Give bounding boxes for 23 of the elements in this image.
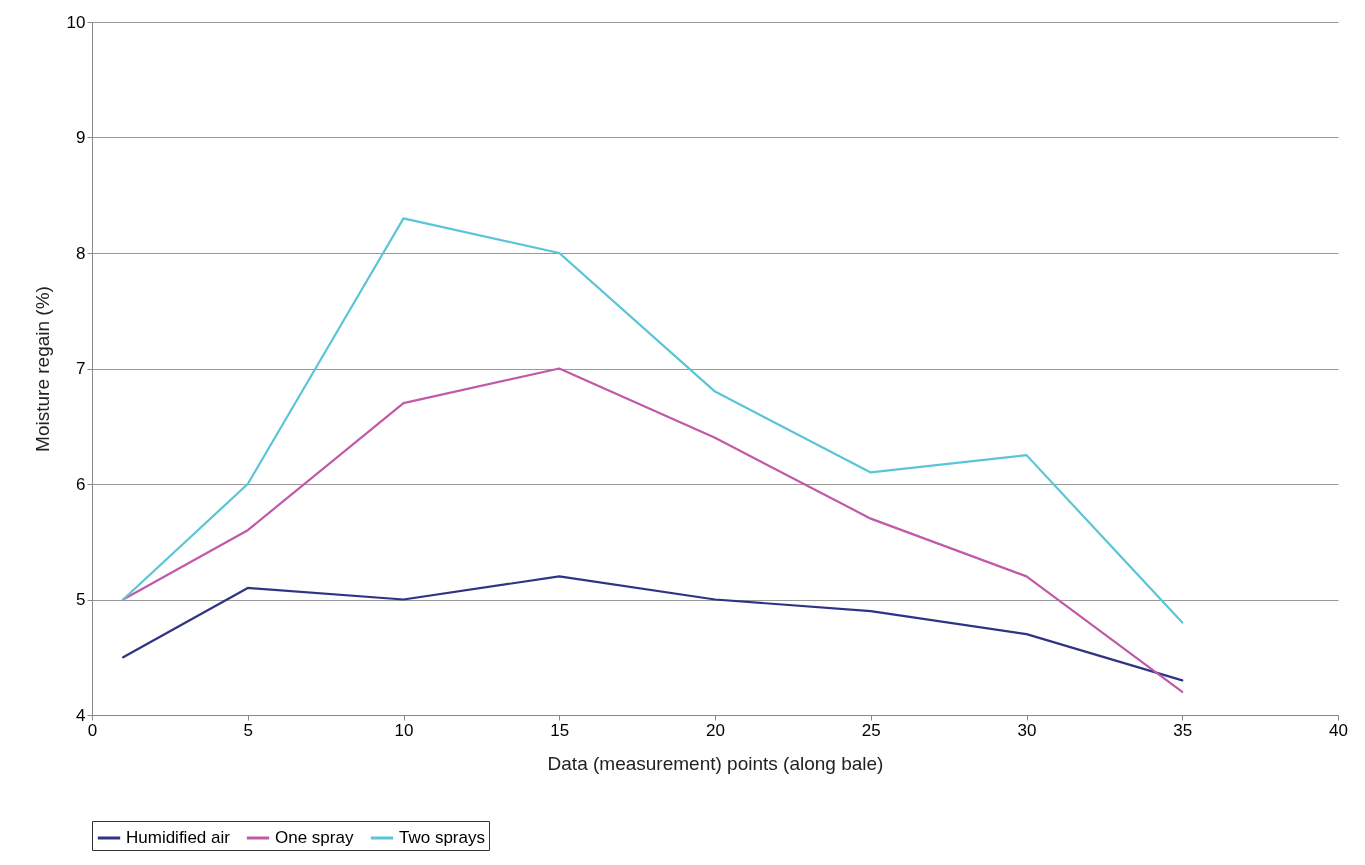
x-tick-label: 5 (243, 720, 253, 740)
y-tick-label: 6 (76, 474, 86, 494)
legend-label: One spray (275, 828, 354, 847)
legend-label: Humidified air (126, 828, 231, 847)
y-tick-label: 4 (76, 705, 86, 725)
y-axis-title: Moisture regain (%) (31, 286, 53, 452)
x-axis-title: Data (measurement) points (along bale) (547, 752, 884, 774)
x-tick-label: 20 (706, 720, 725, 740)
x-tick-label: 40 (1329, 720, 1348, 740)
legend-label: Two sprays (399, 828, 485, 847)
line-series (122, 217, 1184, 624)
y-tick-label: 9 (76, 128, 86, 147)
y-tick-label: 5 (76, 590, 86, 609)
x-tick-label: 10 (394, 720, 414, 740)
x-tick-label: 0 (87, 720, 98, 740)
line-series (122, 575, 1184, 682)
x-tick-label: 35 (1173, 720, 1193, 740)
y-tick-label: 10 (66, 12, 86, 32)
x-tick-label: 15 (550, 720, 570, 740)
x-tick-label: 25 (861, 720, 881, 740)
x-tick-label: 30 (1017, 720, 1037, 740)
y-tick-label: 8 (76, 243, 86, 263)
y-tick-label: 7 (76, 359, 86, 378)
